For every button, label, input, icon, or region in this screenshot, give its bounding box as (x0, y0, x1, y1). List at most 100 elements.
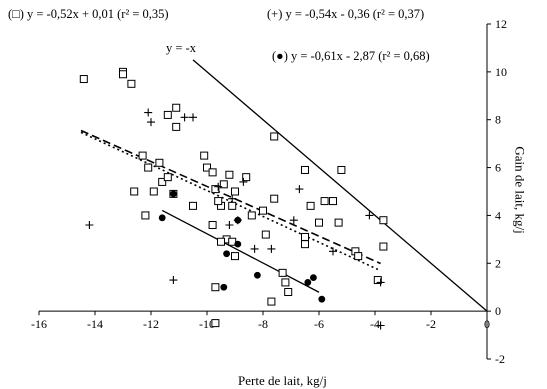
data-points (79, 67, 388, 330)
plus-point (376, 321, 385, 330)
square-point (208, 168, 217, 177)
square-point (155, 158, 164, 167)
regression-line-solid (192, 59, 488, 312)
square-point (281, 278, 290, 287)
y-tick-label: 8 (495, 113, 501, 127)
square-point (208, 221, 217, 229)
square-point (214, 197, 223, 206)
dot-point (170, 190, 177, 198)
square-point (267, 297, 276, 306)
square-point (228, 201, 237, 210)
square-point (217, 237, 225, 246)
axes (38, 23, 491, 360)
plus-point (239, 177, 248, 186)
square-point (211, 185, 220, 194)
square-point (141, 211, 150, 220)
square-point (219, 180, 228, 189)
x-tick-label: -4 (370, 317, 380, 331)
dot-point (234, 240, 242, 248)
square-point (144, 163, 153, 172)
x-tick-label: -6 (314, 317, 324, 331)
square-point (172, 103, 181, 112)
square-point (158, 177, 167, 186)
plus-point (169, 276, 178, 285)
y-tick-label: -2 (495, 352, 505, 366)
square-point (270, 194, 279, 203)
square-point (301, 240, 309, 249)
square-point (379, 242, 388, 251)
plus-point (147, 118, 155, 127)
y-tick-label: 12 (495, 17, 507, 31)
square-point (149, 187, 158, 196)
x-tick-label: -2 (426, 317, 436, 331)
square-point (259, 206, 267, 215)
square-point (163, 173, 172, 182)
square-point (138, 151, 147, 160)
plus-point (295, 185, 304, 194)
regression-line-solid (161, 209, 320, 293)
dot-point (310, 274, 317, 282)
square-point (231, 252, 239, 261)
plus-equation: (+) y = -0,54x - 0,36 (r² = 0,37) (267, 7, 425, 21)
squares-equation: (□) y = -0,52x + 0,01 (r² = 0,35) (8, 7, 169, 21)
y-tick-label: 6 (495, 161, 501, 175)
square-point (79, 75, 88, 84)
y-tick-label: 0 (495, 304, 501, 318)
plus-point (225, 221, 234, 229)
plus-point (189, 113, 197, 122)
tick-labels: -16 -14 -12 -10 -8 -6 -4 -2 0 -2 0 2 4 6 8 10 12 (31, 17, 507, 366)
square-point (284, 288, 293, 296)
square-point (130, 187, 139, 196)
plus-point (214, 182, 223, 191)
x-tick-label: -10 (199, 317, 215, 331)
regression-line-dashed (80, 129, 381, 265)
square-point (373, 276, 382, 285)
square-point (247, 211, 256, 220)
square-point (119, 70, 127, 79)
square-point (320, 197, 329, 206)
square-point (315, 218, 323, 227)
plus-point (250, 244, 259, 253)
square-point (270, 132, 279, 141)
dot-point (318, 295, 326, 303)
plus-point (365, 211, 374, 220)
dot-point (254, 271, 261, 279)
dot-point (234, 216, 242, 224)
square-point (301, 165, 309, 174)
dot-point (304, 279, 312, 286)
dot-point (220, 283, 228, 291)
y-axis-title: Gain de lait, kg/j (512, 146, 528, 234)
square-point (203, 163, 211, 172)
plus-point (180, 113, 189, 122)
plus-point (289, 216, 298, 225)
dot-point (223, 250, 231, 258)
square-point (329, 197, 337, 206)
plus-point (144, 108, 153, 117)
identity-line-label: y = -x (166, 41, 196, 55)
square-point (163, 110, 172, 119)
square-point (225, 170, 234, 179)
square-point (278, 268, 287, 277)
square-point (242, 173, 251, 182)
square-point (211, 283, 220, 292)
square-point (354, 252, 363, 261)
plus-point (85, 221, 94, 229)
x-tick-label: -14 (87, 317, 103, 331)
x-tick-label: 0 (484, 317, 490, 331)
square-point (200, 151, 209, 160)
square-point (211, 319, 220, 328)
square-point (379, 216, 388, 225)
x-tick-label: -16 (31, 317, 47, 331)
plus-point (228, 194, 237, 203)
square-point (261, 230, 270, 239)
square-point (127, 79, 136, 88)
square-point (231, 187, 239, 196)
x-axis-title: Perte de lait, kg/j (238, 373, 327, 388)
square-point (334, 218, 343, 227)
dots-equation: (●) y = -0,61x - 2,87 (r² = 0,68) (272, 49, 430, 63)
y-tick-label: 4 (495, 208, 501, 222)
square-point (172, 122, 181, 131)
square-point (306, 201, 315, 210)
x-tick-label: -12 (143, 317, 159, 331)
